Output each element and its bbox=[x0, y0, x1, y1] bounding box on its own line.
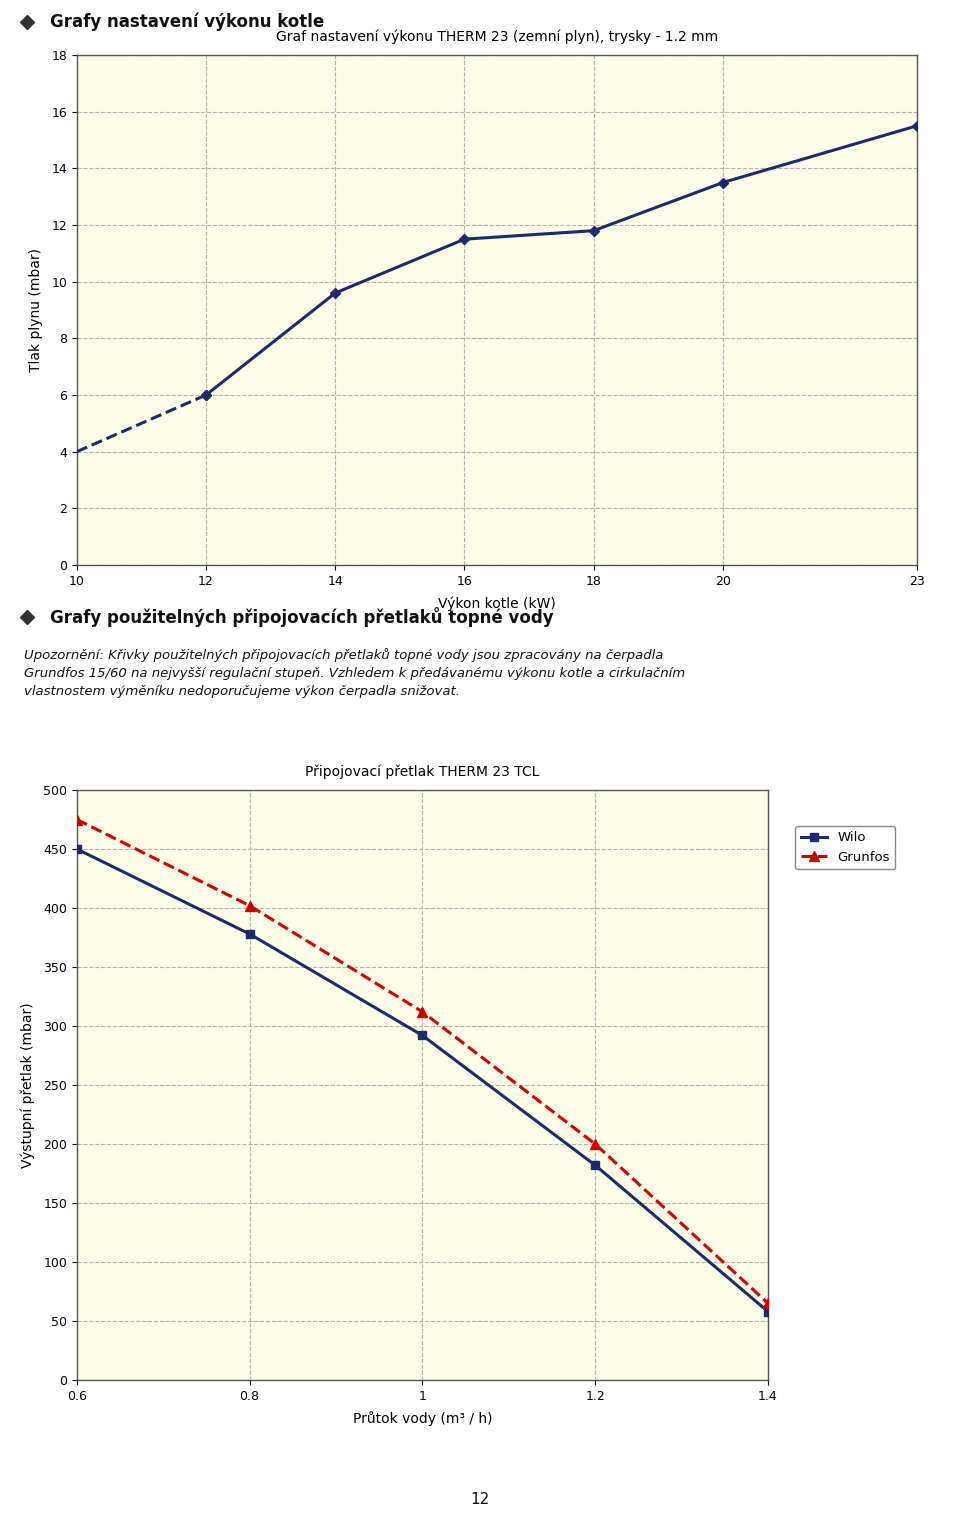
Y-axis label: Tlak plynu (mbar): Tlak plynu (mbar) bbox=[29, 247, 43, 372]
Text: Upozornění: Křivky použitelných připojovacích přetlaků topné vody jsou zpracován: Upozornění: Křivky použitelných připojov… bbox=[24, 648, 685, 698]
Wilo bbox=[244, 924, 255, 943]
Wilo bbox=[589, 1157, 601, 1175]
Text: Grafy použitelných připojovacích přetlaků topné vody: Grafy použitelných připojovacích přetlak… bbox=[50, 607, 554, 627]
Y-axis label: Výstupní přetlak (mbar): Výstupní přetlak (mbar) bbox=[20, 1002, 35, 1167]
Text: 12: 12 bbox=[470, 1492, 490, 1506]
Title: Připojovací přetlak THERM 23 TCL: Připojovací přetlak THERM 23 TCL bbox=[305, 765, 540, 779]
Grunfos bbox=[762, 1295, 774, 1313]
Grunfos bbox=[71, 811, 83, 829]
Grunfos bbox=[244, 897, 255, 915]
Text: Grafy nastavení výkonu kotle: Grafy nastavení výkonu kotle bbox=[50, 12, 324, 32]
Wilo bbox=[417, 1026, 428, 1044]
X-axis label: Průtok vody (m³ / h): Průtok vody (m³ / h) bbox=[352, 1412, 492, 1425]
Legend: Wilo, Grunfos: Wilo, Grunfos bbox=[795, 826, 896, 870]
X-axis label: Výkon kotle (kW): Výkon kotle (kW) bbox=[438, 597, 556, 610]
Line: Grunfos: Grunfos bbox=[72, 815, 773, 1309]
Wilo bbox=[71, 839, 83, 858]
Line: Wilo: Wilo bbox=[73, 846, 772, 1316]
Grunfos bbox=[417, 1003, 428, 1022]
Wilo bbox=[762, 1302, 774, 1321]
Title: Graf nastavení výkonu THERM 23 (zemní plyn), trysky - 1.2 mm: Graf nastavení výkonu THERM 23 (zemní pl… bbox=[276, 30, 718, 44]
Grunfos bbox=[589, 1135, 601, 1154]
